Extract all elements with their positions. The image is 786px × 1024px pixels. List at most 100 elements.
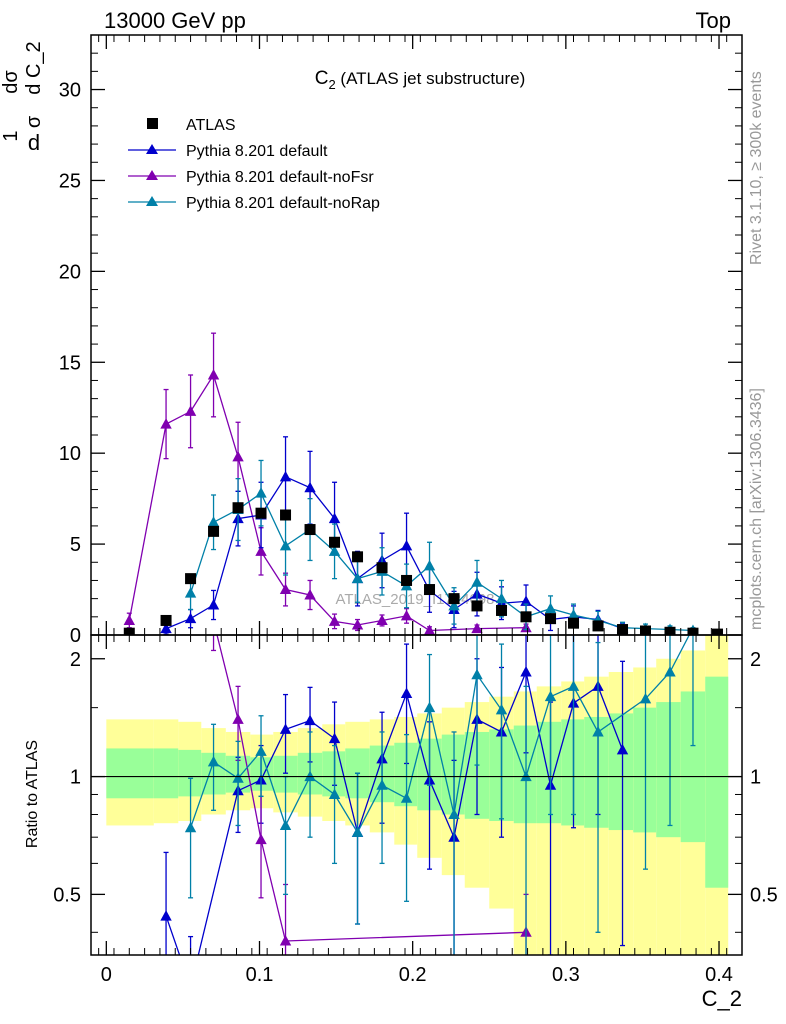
- band-inner-2: [178, 749, 202, 797]
- band-inner-22: [656, 702, 681, 838]
- legend-marker-norap: [146, 196, 158, 206]
- band-inner-0: [106, 748, 154, 799]
- top-point-data-18: [568, 617, 580, 629]
- top-point-data-16: [520, 611, 532, 623]
- mcplots-label: mcplots.cern.ch [arXiv:1306.3436]: [748, 388, 765, 630]
- uncertainty-bands: [106, 635, 729, 955]
- top-point-noRap-4: [279, 539, 292, 551]
- bottom-point-default-4: [279, 723, 292, 734]
- top-point-noFsr-0: [123, 614, 135, 625]
- bottom-point-noRap-3: [255, 745, 267, 756]
- top-point-data-12: [424, 584, 436, 596]
- top-point-noFsr-5: [255, 545, 267, 556]
- bottom-point-noRap-2: [232, 772, 244, 783]
- top-point-data-11: [401, 574, 413, 586]
- bottom-point-noRap-18: [639, 692, 652, 704]
- top-ylabel: d 1 σ dσ d C_2: [0, 41, 45, 155]
- top-point-data-13: [448, 593, 460, 605]
- top-ytick-label-6: 30: [59, 80, 81, 102]
- bottom-point-noRap-10: [423, 701, 436, 713]
- top-ytick-label-4: 20: [59, 261, 81, 283]
- top-ytick-label-0: 0: [70, 625, 81, 647]
- top-point-data-1: [160, 614, 172, 626]
- bottom-point-noRap-19: [664, 666, 676, 677]
- bottom-point-noRap-4: [279, 819, 292, 830]
- top-point-data-23: [687, 627, 699, 635]
- top-point-data-20: [617, 624, 629, 635]
- top-point-noFsr-10: [376, 614, 388, 625]
- bottom-point-noRap-6: [328, 788, 341, 799]
- top-point-data-10: [376, 562, 388, 574]
- top-point-noRap-6: [328, 545, 341, 556]
- ylabel-d-prefix: d: [28, 130, 40, 155]
- bottom-ytick-label-right-1: 1: [750, 767, 761, 789]
- legend-label-norap: Pythia 8.201 default-noRap: [186, 195, 380, 212]
- bottom-point-noRap-17: [592, 725, 604, 737]
- plot-title: C2 (ATLAS jet substructure): [315, 68, 526, 92]
- bottom-ytick-label-right-2: 2: [750, 649, 761, 671]
- bottom-ytick-label-right-0: 0.5: [750, 884, 778, 906]
- bottom-point-noRap-0: [184, 821, 197, 833]
- top-point-noRap-13: [495, 592, 508, 604]
- legend-label-default: Pythia 8.201 default: [186, 143, 328, 160]
- band-inner-1: [153, 748, 179, 799]
- legend-entry-default: Pythia 8.201 default: [128, 143, 328, 160]
- top-point-noFsr-11: [400, 609, 413, 621]
- bottom-point-default-0: [160, 910, 172, 921]
- bottom-point-noRap-16: [567, 680, 580, 691]
- xtick-label-2: 0.2: [399, 964, 427, 986]
- top-point-noRap-12: [471, 576, 483, 587]
- top-point-noRap-0: [184, 587, 197, 598]
- xtick-label-4: 0.4: [705, 964, 733, 986]
- top-point-noFsr-3: [207, 369, 220, 380]
- top-point-data-5: [255, 507, 267, 519]
- top-ytick-label-1: 5: [70, 534, 81, 556]
- band-inner-13: [441, 734, 465, 815]
- top-point-data-14: [471, 600, 483, 612]
- top-panel-series: [123, 332, 723, 635]
- bottom-point-noFsr-1: [232, 713, 244, 724]
- top-line-noRap: [189, 492, 694, 632]
- top-point-noRap-11: [448, 599, 460, 611]
- legend-marker-default: [146, 144, 158, 154]
- top-point-data-17: [545, 613, 557, 625]
- bottom-point-default-5: [304, 714, 316, 726]
- top-point-noRap-15: [544, 602, 557, 614]
- top-point-default-0: [160, 622, 172, 634]
- band-inner-24: [705, 676, 729, 888]
- legend: ATLAS Pythia 8.201 default Pythia 8.201 …: [128, 117, 380, 212]
- ylabel-numerator-1: 1: [0, 130, 22, 141]
- legend-entry-norap: Pythia 8.201 default-noRap: [128, 195, 380, 212]
- top-point-noRap-16: [567, 609, 580, 620]
- top-ytick-label-3: 15: [59, 352, 81, 374]
- bottom-point-noFsr-3: [279, 935, 292, 946]
- top-point-data-9: [352, 551, 364, 563]
- top-point-noFsr-1: [160, 418, 172, 429]
- bottom-panel-frame: [90, 634, 743, 956]
- bottom-ytick-label-1: 1: [70, 767, 81, 789]
- top-point-data-15: [496, 604, 508, 616]
- top-point-data-2: [185, 573, 197, 585]
- top-ytick-label-5: 25: [59, 170, 81, 192]
- legend-entry-data: ATLAS: [147, 117, 236, 134]
- top-point-data-6: [280, 509, 292, 521]
- top-point-noFsr-4: [232, 450, 244, 462]
- bottom-ylabel: Ratio to ATLAS: [24, 740, 41, 848]
- legend-marker-data: [147, 118, 158, 129]
- top-point-data-22: [664, 626, 676, 635]
- band-inner-20: [608, 713, 634, 831]
- top-point-noFsr-6: [279, 583, 292, 595]
- top-point-noFsr-8: [328, 615, 341, 626]
- bottom-point-noFsr-2: [255, 833, 267, 845]
- top-point-default-2: [207, 599, 220, 610]
- top-point-noFsr-2: [184, 405, 197, 416]
- bottom-point-noRap-1: [207, 755, 220, 767]
- bottom-point-default-9: [400, 687, 413, 699]
- top-point-noRap-10: [423, 559, 436, 571]
- top-point-data-3: [208, 525, 220, 537]
- band-inner-11: [394, 742, 418, 807]
- top-point-noFsr-13: [471, 622, 483, 634]
- top-point-noFsr-12: [423, 624, 436, 635]
- ylabel-denominator-2: d C_2: [23, 41, 45, 94]
